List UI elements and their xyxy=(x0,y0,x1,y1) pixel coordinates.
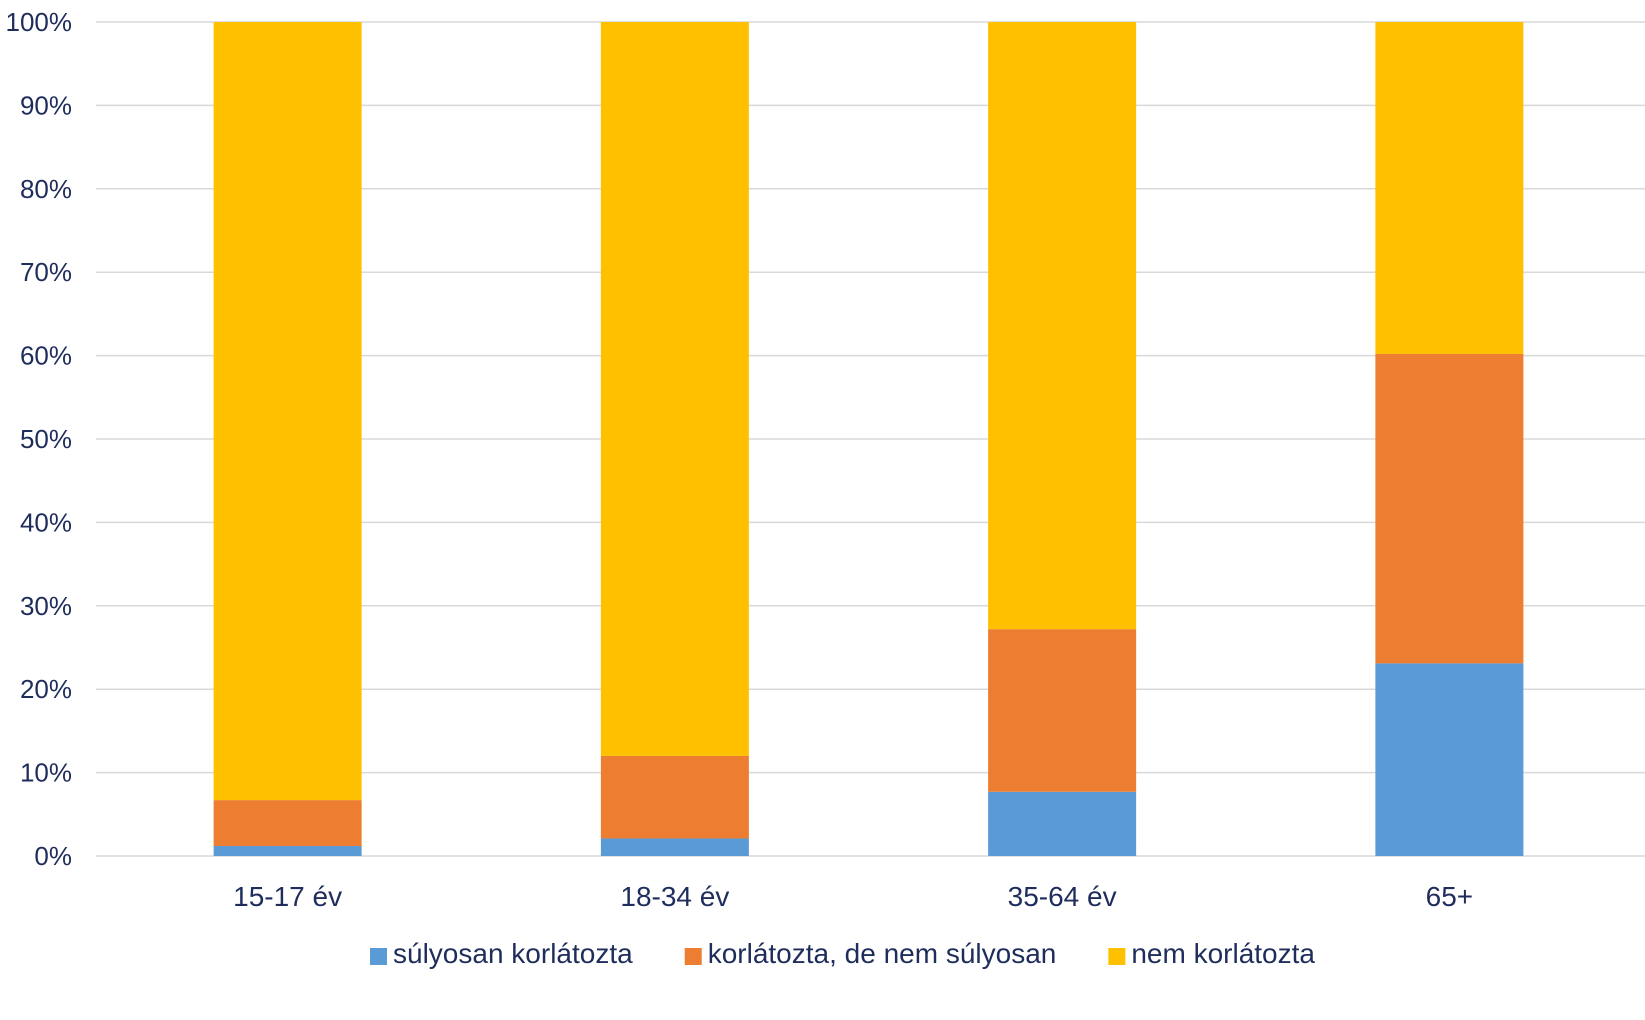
y-tick-label: 0% xyxy=(34,841,72,871)
x-tick-label: 18-34 év xyxy=(620,881,729,912)
legend-swatch xyxy=(684,948,702,965)
legend-item: nem korlátozta xyxy=(1108,938,1315,969)
legend: súlyosan korlátozta korlátozta, de nem sú… xyxy=(370,938,1315,969)
legend-swatch xyxy=(370,948,388,965)
legend-label: korlátozta, de nem súlyosan xyxy=(708,938,1057,969)
legend-label: nem korlátozta xyxy=(1131,938,1315,969)
x-axis-labels: 15-17 év 18-34 év 35-64 év 65+ xyxy=(233,881,1473,912)
y-tick-label: 50% xyxy=(20,424,72,454)
bar-segment-none xyxy=(988,22,1137,630)
bar-segment-severe xyxy=(600,838,749,856)
bar-segment-none xyxy=(1375,22,1524,354)
bar-segment-severe xyxy=(213,845,362,856)
y-tick-label: 10% xyxy=(20,758,72,788)
bar-segment-moderate xyxy=(213,800,362,846)
x-tick-label: 15-17 év xyxy=(233,881,342,912)
bar-segment-severe xyxy=(1375,663,1524,856)
legend-swatch xyxy=(1108,948,1126,965)
bar-segment-none xyxy=(600,22,749,756)
y-tick-label: 100% xyxy=(6,7,73,37)
y-tick-label: 80% xyxy=(20,174,72,204)
bar-segment-moderate xyxy=(600,755,749,839)
bar-segment-moderate xyxy=(1375,353,1524,664)
bar-segment-moderate xyxy=(988,629,1137,792)
bars xyxy=(213,22,1524,856)
bar-segment-none xyxy=(213,22,362,801)
y-tick-label: 90% xyxy=(20,90,72,120)
bar-segment-severe xyxy=(988,791,1137,856)
x-tick-label: 35-64 év xyxy=(1008,881,1117,912)
y-axis-labels: 0% 10% 20% 30% 40% 50% 60% 70% 80% 90% 100% xyxy=(6,7,73,871)
y-tick-label: 60% xyxy=(20,341,72,371)
legend-label: súlyosan korlátozta xyxy=(393,938,633,969)
y-tick-label: 20% xyxy=(20,674,72,704)
x-tick-label: 65+ xyxy=(1426,881,1474,912)
legend-item: korlátozta, de nem súlyosan xyxy=(684,938,1057,969)
y-tick-label: 30% xyxy=(20,591,72,621)
y-tick-label: 40% xyxy=(20,507,72,537)
legend-item: súlyosan korlátozta xyxy=(370,938,633,969)
y-tick-label: 70% xyxy=(20,257,72,287)
